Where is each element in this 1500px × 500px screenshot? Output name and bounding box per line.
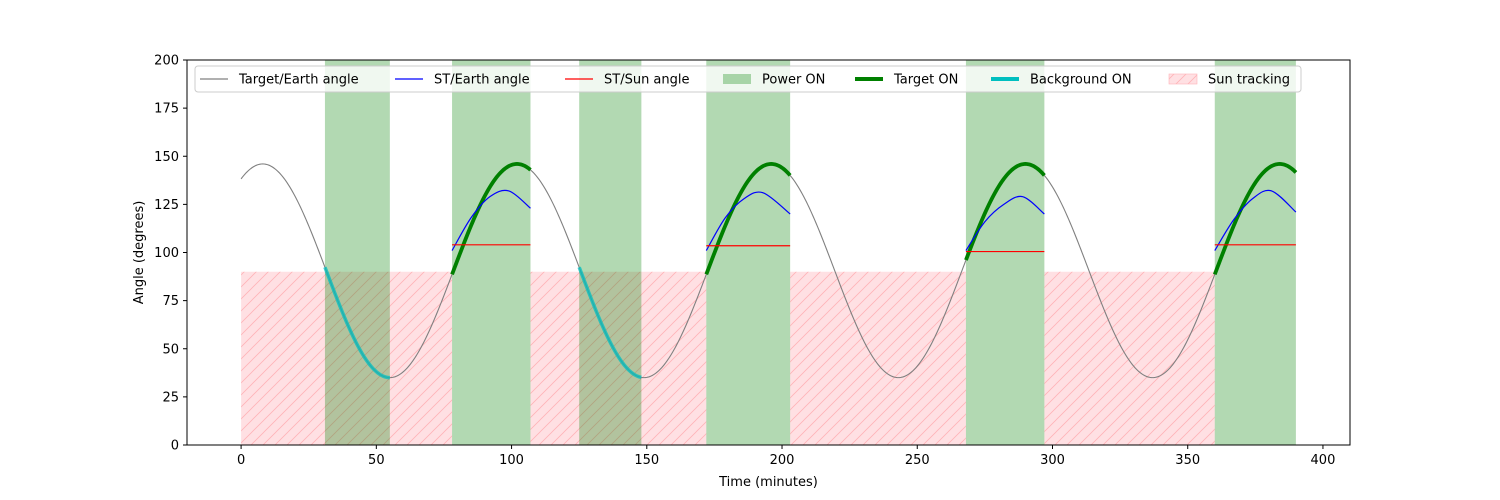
target-on-line xyxy=(704,162,792,276)
legend-label: Background ON xyxy=(1030,73,1132,88)
sun-tracking-region xyxy=(790,271,966,445)
x-axis-label: Time (minutes) xyxy=(718,475,818,490)
y-tick-label: 100 xyxy=(154,246,179,261)
sun-tracking-region xyxy=(241,271,453,445)
legend-patch-swatch xyxy=(1168,73,1198,85)
legend: Target/Earth angle ST/Earth angle ST/Sun a… xyxy=(194,65,1302,93)
x-tick-label: 50 xyxy=(368,453,385,468)
st-earth-angle-line xyxy=(1214,189,1297,251)
y-axis-label: Angle (degrees) xyxy=(132,201,147,305)
power-on-region xyxy=(706,60,791,445)
x-axis-ticks: 0 50 100 150 200 250 300 350 400 xyxy=(237,445,1335,468)
background-on-line xyxy=(323,266,390,380)
legend-label: ST/Sun angle xyxy=(604,73,690,88)
legend-label: Target/Earth angle xyxy=(238,73,359,88)
y-tick-label: 150 xyxy=(154,150,179,165)
x-tick-label: 400 xyxy=(1311,453,1336,468)
legend-patch-swatch xyxy=(723,74,751,84)
y-tick-label: 175 xyxy=(154,102,179,117)
y-tick-label: 75 xyxy=(162,294,179,309)
target-on-line xyxy=(1212,162,1298,276)
y-tick-label: 0 xyxy=(171,439,179,454)
power-on-region xyxy=(1214,60,1296,445)
st-earth-angle-line xyxy=(451,189,531,251)
target-on-line xyxy=(450,162,532,276)
y-tick-label: 50 xyxy=(162,342,179,357)
y-tick-label: 200 xyxy=(154,54,179,69)
target-on-line xyxy=(964,162,1046,261)
sun-tracking-region xyxy=(1044,271,1215,445)
legend-label: Target ON xyxy=(893,73,958,88)
power-on-region xyxy=(324,60,390,445)
y-tick-label: 125 xyxy=(154,198,179,213)
power-on-region xyxy=(452,60,531,445)
x-tick-label: 150 xyxy=(634,453,659,468)
x-tick-label: 0 xyxy=(237,453,245,468)
y-tick-label: 25 xyxy=(162,390,179,405)
x-tick-label: 250 xyxy=(905,453,930,468)
power-on-region xyxy=(965,60,1045,445)
legend-box xyxy=(194,65,1302,93)
background-on-line xyxy=(577,266,642,380)
x-tick-label: 300 xyxy=(1040,453,1065,468)
legend-label: ST/Earth angle xyxy=(434,73,530,88)
y-axis-ticks: 0 25 50 75 100 125 150 175 200 xyxy=(154,54,187,454)
x-tick-label: 100 xyxy=(499,453,524,468)
x-tick-label: 350 xyxy=(1175,453,1200,468)
legend-label: Sun tracking xyxy=(1208,73,1290,88)
series-lines xyxy=(240,162,1298,380)
legend-label: Power ON xyxy=(762,73,825,88)
power-on-region xyxy=(579,60,642,445)
shaded-intervals xyxy=(241,60,1296,445)
x-tick-label: 200 xyxy=(770,453,795,468)
st-earth-angle-line xyxy=(965,195,1045,251)
st-earth-angle-line xyxy=(705,191,791,251)
